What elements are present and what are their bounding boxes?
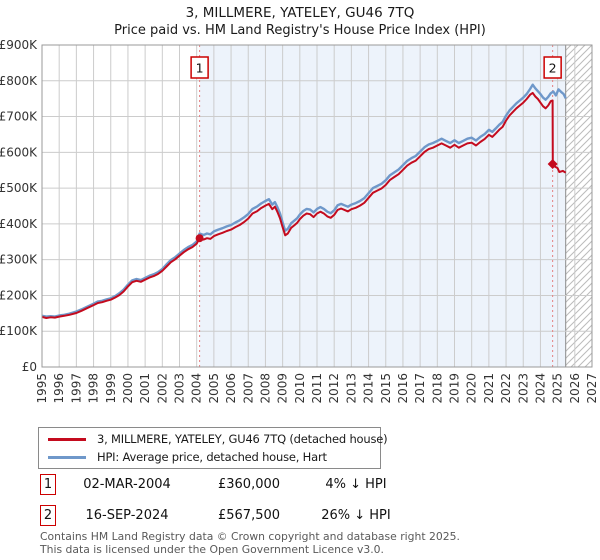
x-axis-label: 2011 <box>310 373 324 404</box>
y-axis-label: £300K <box>0 253 38 267</box>
page-title: 3, MILLMERE, YATELEY, GU46 7TQ <box>185 5 415 21</box>
x-axis-label: 2018 <box>430 373 444 404</box>
x-axis-label: 2006 <box>224 373 238 404</box>
x-axis-label: 2024 <box>533 373 547 404</box>
x-axis-label: 2020 <box>465 373 479 404</box>
footer-line-2: This data is licensed under the Open Gov… <box>40 542 384 556</box>
legend-item-price: 3, MILLMERE, YATELEY, GU46 7TQ (detached… <box>39 432 388 446</box>
sales-table: 1 02-MAR-2004 £360,000 4% ↓ HPI 2 16-SEP… <box>40 473 410 535</box>
x-axis-label: 2003 <box>173 373 187 404</box>
y-axis-label: £200K <box>0 288 38 302</box>
legend-label-hpi: HPI: Average price, detached house, Hart <box>97 450 327 464</box>
x-axis-label: 2002 <box>155 373 169 404</box>
shaded-ownership-region <box>199 45 566 367</box>
sale-hpi-note: 26% ↓ HPI <box>321 507 391 523</box>
x-axis-label: 2013 <box>344 373 358 404</box>
y-axis-label: £100K <box>0 324 38 338</box>
x-axis-label: 1999 <box>104 373 118 404</box>
sale-marker-2 <box>547 158 558 169</box>
y-axis-label: £900K <box>0 38 38 52</box>
price-series-line <box>41 91 567 319</box>
x-axis-label: 2023 <box>516 373 530 404</box>
x-axis-label: 2010 <box>293 373 307 404</box>
x-axis-label: 2008 <box>258 373 272 404</box>
y-axis-label: £700K <box>0 110 38 124</box>
sale-marker-1 <box>195 234 204 243</box>
price-chart-plot: 1 2 £0 £100K £200K £300K £400K £500K £600K £700K £… <box>0 38 599 404</box>
legend-item-hpi: HPI: Average price, detached house, Hart <box>39 450 380 464</box>
page-subtitle: Price paid vs. HM Land Registry's House … <box>114 23 486 38</box>
sale-price: £567,500 <box>217 507 281 523</box>
x-axis-label: 2009 <box>276 373 290 404</box>
table-row: 1 02-MAR-2004 £360,000 4% ↓ HPI <box>40 473 410 495</box>
x-axis-label: 2000 <box>121 373 135 404</box>
x-axis-label: 2012 <box>327 373 341 404</box>
sale-annotation-number-1: 1 <box>196 61 204 76</box>
sale-number-badge: 1 <box>40 473 56 495</box>
sale-annotation-box-1 <box>190 56 209 79</box>
x-axis-label: 2019 <box>448 373 462 404</box>
sale-date: 02-MAR-2004 <box>83 476 171 492</box>
x-axis-label: 1995 <box>35 373 49 404</box>
price-line-swatch <box>48 437 86 441</box>
sale-date: 16-SEP-2024 <box>85 507 169 523</box>
sale-price: £360,000 <box>217 476 281 492</box>
hpi-line-swatch <box>48 455 86 459</box>
x-axis-label: 2027 <box>585 373 599 404</box>
sale-annotation-number-2: 2 <box>549 61 557 76</box>
x-axis-label: 1997 <box>69 373 83 404</box>
y-axis-label: £500K <box>0 181 38 195</box>
sale-annotation-box-2 <box>543 56 562 79</box>
x-axis-label: 1998 <box>87 373 101 404</box>
x-axis-label: 1996 <box>52 373 66 404</box>
x-axis-label: 2017 <box>413 373 427 404</box>
license-footer: Contains HM Land Registry data © Crown c… <box>40 530 580 556</box>
y-axis-label: £400K <box>0 217 38 231</box>
x-axis-label: 2016 <box>396 373 410 404</box>
y-axis-label: £600K <box>0 145 38 159</box>
sale-hpi-note: 4% ↓ HPI <box>325 476 387 492</box>
x-axis-label: 2001 <box>138 373 152 404</box>
x-axis-label: 2007 <box>241 373 255 404</box>
hpi-series-line <box>41 83 567 318</box>
y-axis-label: £800K <box>0 74 38 88</box>
chart-legend: 3, MILLMERE, YATELEY, GU46 7TQ (detached… <box>38 427 388 469</box>
plot-border <box>41 44 593 368</box>
x-axis-label: 2025 <box>551 373 565 404</box>
gridlines <box>41 44 593 368</box>
table-row: 2 16-SEP-2024 £567,500 26% ↓ HPI <box>40 504 410 526</box>
x-axis-label: 2005 <box>207 373 221 404</box>
x-axis-label: 2015 <box>379 373 393 404</box>
legend-label-price: 3, MILLMERE, YATELEY, GU46 7TQ (detached… <box>97 432 388 446</box>
sale-number-badge: 2 <box>40 504 56 526</box>
x-axis-label: 2014 <box>362 373 376 404</box>
x-axis-label: 2026 <box>568 373 582 404</box>
x-axis-label: 2021 <box>482 373 496 404</box>
x-axis-label: 2004 <box>190 373 204 404</box>
hatched-future-region <box>565 45 592 367</box>
x-axis-label: 2022 <box>499 373 513 404</box>
y-axis-label: £0 <box>22 360 37 374</box>
footer-line-1: Contains HM Land Registry data © Crown c… <box>40 530 460 543</box>
